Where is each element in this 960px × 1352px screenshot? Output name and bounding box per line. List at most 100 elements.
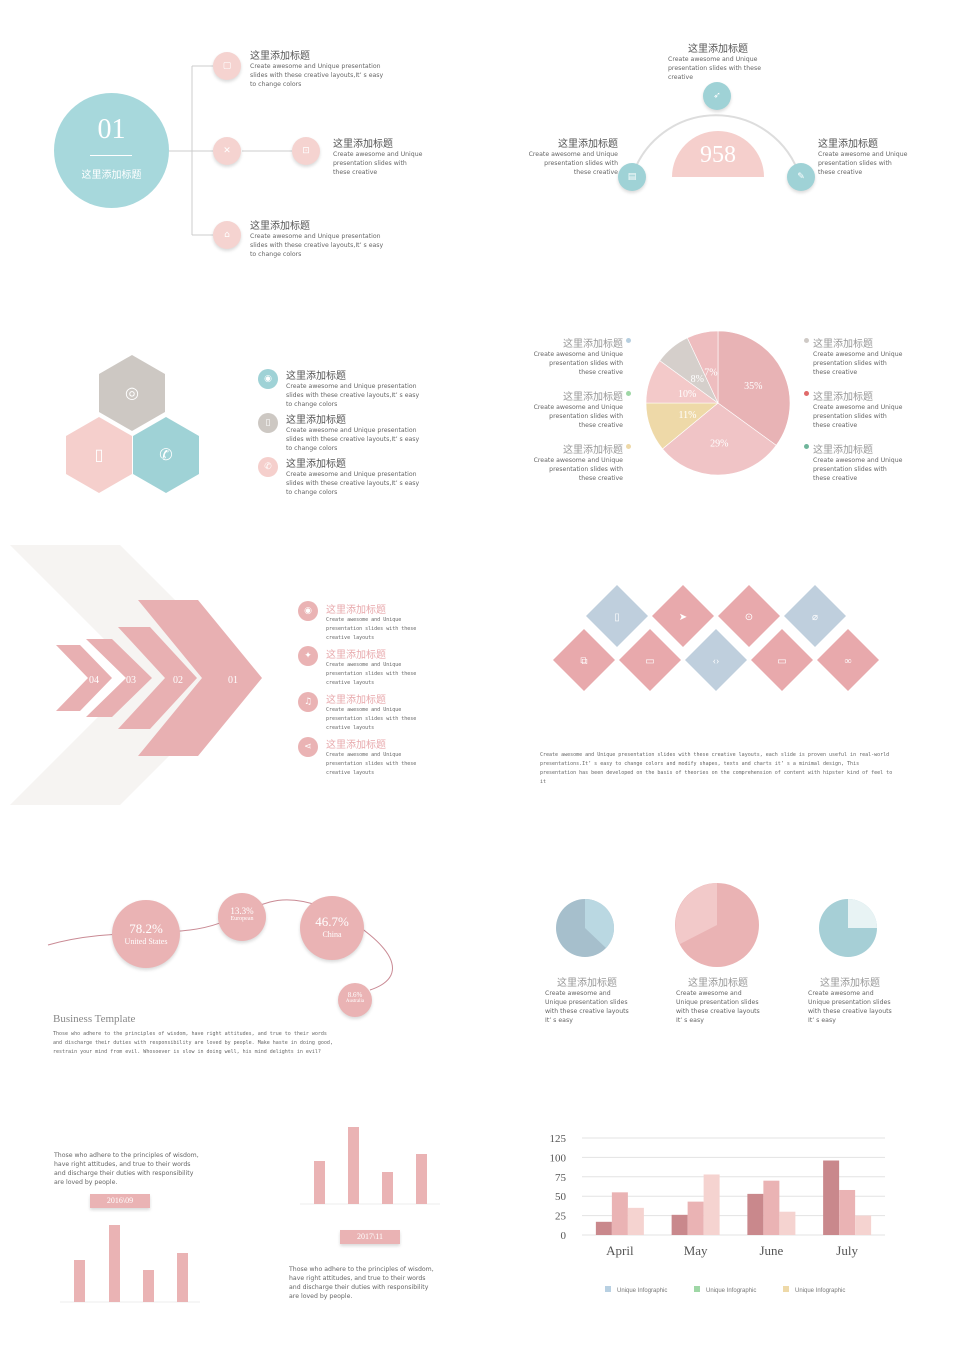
legend-text: Create awesome and Unique presentation s…: [533, 404, 623, 429]
grouped-bar-chart: 0 25 50 75 100 125 April May June July Unique Info…: [550, 1133, 885, 1294]
arrow-label: 02: [173, 675, 183, 686]
item-text: Create awesome and Unique presentation s…: [250, 233, 384, 258]
navigate-icon: ➤: [679, 612, 687, 623]
bubble: [338, 983, 372, 1017]
y-tick-label: 125: [550, 1133, 567, 1145]
item-title: 这里添加标题: [557, 978, 617, 989]
item-title: 这里添加标题: [326, 605, 386, 616]
legend-dot: [804, 391, 809, 396]
connector-lines: [169, 65, 292, 236]
date-label: 2017\11: [340, 1230, 400, 1244]
y-tick-label: 25: [555, 1211, 567, 1223]
browser-icon: ▭: [645, 656, 654, 667]
tag-icon: ⊡: [292, 137, 320, 165]
bar: [779, 1211, 796, 1235]
phone-icon: ▯: [258, 413, 278, 433]
copy-icon: ⧉: [580, 656, 587, 667]
pie-slice: [686, 330, 719, 404]
item-title: 这里添加标题: [286, 415, 346, 426]
legend-dot: [804, 444, 809, 449]
bar: [611, 1192, 628, 1235]
center-number: 958: [700, 142, 736, 168]
hexagon-cluster: ◎ ▯ ✆: [66, 355, 199, 493]
legend-text: Create awesome and Unique presentation s…: [533, 457, 623, 482]
infinity-icon: ∞: [844, 656, 851, 667]
legend-swatch: [694, 1286, 700, 1292]
bar: [747, 1193, 764, 1235]
compass-icon: ⊙: [745, 612, 753, 623]
date-label: 2016\09: [90, 1194, 150, 1208]
x-tick-label: April: [606, 1243, 634, 1258]
bubble: [300, 896, 364, 960]
item-title: 这里添加标题: [333, 139, 393, 150]
semicircle-arcs: [631, 114, 801, 178]
bar: [703, 1174, 720, 1235]
mini-pie-chart: [819, 899, 877, 957]
pen-icon: ✎: [787, 163, 815, 191]
bar-group-right: [300, 1127, 440, 1205]
pie-label: 29%: [710, 439, 728, 450]
y-tick-label: 0: [561, 1230, 567, 1242]
legend-dot: [626, 391, 631, 396]
item-title: 这里添加标题: [286, 459, 346, 470]
mini-pie-chart: [556, 899, 614, 957]
legend-title: 这里添加标题: [563, 392, 623, 403]
legend-dot: [626, 444, 631, 449]
eye-icon: ◉: [298, 601, 318, 621]
mouse-icon: ◉: [258, 369, 278, 389]
y-tick-label: 100: [550, 1152, 567, 1164]
rocket-icon: ➶: [703, 82, 731, 110]
y-tick-label: 75: [555, 1172, 567, 1184]
x-tick-label: June: [759, 1243, 783, 1258]
music-icon: ♫: [298, 692, 318, 712]
bar: [839, 1189, 856, 1235]
pie-slice: [662, 402, 777, 476]
item-text: Create awesome and Unique presentation s…: [250, 63, 384, 88]
legend-title: 这里添加标题: [563, 445, 623, 456]
legend-text: Create awesome and Unique presentation s…: [813, 404, 903, 429]
item-title: 这里添加标题: [250, 51, 310, 62]
item-text: Create awesome and Unique presentation s…: [326, 707, 417, 731]
bubble-label: European: [230, 916, 254, 922]
bubble-value: 13.3%: [230, 906, 254, 916]
arrow-label: 04: [89, 675, 99, 686]
share-icon: ⋖: [298, 737, 318, 757]
legend-swatch: [605, 1286, 611, 1292]
item-title: 这里添加标题: [326, 650, 386, 661]
legend-label: Unique Infographic: [795, 1288, 845, 1294]
item-title: 这里添加标题: [326, 695, 386, 706]
item-text: Create awesome and Unique presentation s…: [326, 662, 417, 686]
mini-pie-chart: [675, 883, 759, 967]
legend-title: 这里添加标题: [813, 392, 873, 403]
item-title: 这里添加标题: [326, 740, 386, 751]
text-block: Those who adhere to the principles of wi…: [289, 1266, 434, 1300]
pie-chart: 35% 29% 11% 10% 8%7%: [645, 330, 791, 476]
legend-title: 这里添加标题: [813, 445, 873, 456]
left-title: 这里添加标题: [558, 139, 618, 150]
right-text: Create awesome and Unique presentation s…: [818, 151, 908, 176]
legend-dot: [626, 338, 631, 343]
svg-text:◎: ◎: [125, 385, 139, 402]
item-text: Create awesome and Unique presentation s…: [286, 383, 420, 408]
pie-label: 11%: [679, 410, 697, 421]
x-tick-label: May: [684, 1243, 708, 1258]
arrow-label: 03: [126, 675, 136, 686]
bar: [627, 1207, 644, 1235]
svg-text:▯: ▯: [95, 447, 104, 464]
wrench-icon: ✦: [298, 646, 318, 666]
right-title: 这里添加标题: [818, 139, 878, 150]
item-title: 这里添加标题: [820, 978, 880, 989]
legend-text: Create awesome and Unique presentation s…: [813, 457, 903, 482]
bar: [595, 1221, 612, 1235]
chevron-graphic: 04 03 02 01: [10, 545, 262, 805]
item-text: Create awesome and Unique presentation s…: [286, 471, 420, 496]
item-title: 这里添加标题: [250, 221, 310, 232]
bar: [687, 1201, 704, 1235]
item-text: Create awesome and Unique presentation s…: [326, 752, 417, 776]
bubble-value: 78.2%: [129, 921, 163, 936]
item-title: 这里添加标题: [286, 371, 346, 382]
item-text: Create awesome and Unique presentation s…: [545, 990, 629, 1024]
y-tick-label: 50: [555, 1191, 567, 1203]
item-text: Create awesome and Unique presentation s…: [676, 990, 760, 1024]
bubble: [218, 893, 266, 941]
